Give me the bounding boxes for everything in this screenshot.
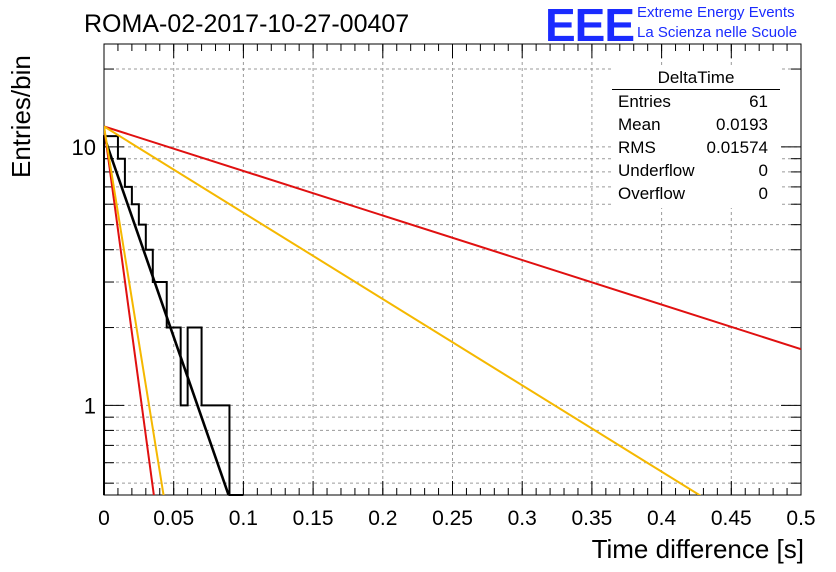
- x-tick-label: 0.2: [368, 507, 397, 530]
- x-axis-label: Time difference [s]: [591, 534, 804, 564]
- stats-row-rms: RMS 0.01574: [618, 138, 774, 160]
- eee-logo: EEE: [545, 0, 635, 51]
- x-tick-label: 0.35: [571, 507, 612, 530]
- series-line-0: [104, 135, 230, 495]
- stats-key: RMS: [618, 138, 656, 157]
- stats-row-entries: Entries 61: [618, 92, 774, 114]
- x-tick-label: 0.4: [647, 507, 677, 530]
- grid: [104, 44, 801, 495]
- y-tick-label: 10: [72, 135, 96, 160]
- stats-row-mean: Mean 0.0193: [618, 115, 774, 137]
- stats-value: 61: [749, 92, 768, 111]
- y-tick-label: 1: [84, 393, 96, 418]
- series-line-4: [104, 126, 165, 495]
- series-line-1: [104, 125, 801, 351]
- series-line-2: [104, 126, 155, 495]
- plot-title: ROMA-02-2017-10-27-00407: [84, 10, 410, 38]
- stats-value: 0: [758, 161, 768, 180]
- series-lines: [104, 125, 801, 495]
- stats-key: Entries: [618, 92, 671, 111]
- x-tick-label: 0.1: [229, 507, 258, 530]
- y-axis-label: Entries/bin: [6, 55, 36, 178]
- stats-row-overflow: Overflow 0: [618, 184, 774, 206]
- stats-value: 0: [758, 184, 768, 203]
- stats-value: 0.0193: [716, 115, 768, 134]
- stats-key: Underflow: [618, 161, 695, 180]
- stats-title: DeltaTime: [657, 68, 735, 87]
- stats-row-underflow: Underflow 0: [618, 161, 774, 183]
- histogram-outline: [103, 135, 244, 496]
- x-tick-label: 0.5: [786, 507, 815, 530]
- logo-line-2: La Scienza nelle Scuole: [637, 24, 798, 41]
- stats-key: Overflow: [618, 184, 686, 203]
- x-tick-label: 0.15: [293, 507, 334, 530]
- x-tick-label: 0.05: [153, 507, 194, 530]
- tick-labels: 0 0.05 0.1 0.15 0.2 0.25 0.3 0.35 0.4 0.45 0.5 1 10: [72, 135, 816, 530]
- stats-key: Mean: [618, 115, 661, 134]
- x-tick-label: 0: [98, 507, 110, 530]
- series-line-3: [104, 125, 702, 495]
- stats-divider: [612, 89, 780, 90]
- stats-box: DeltaTime Entries 61 Mean 0.0193 RMS 0.0…: [612, 66, 780, 208]
- histogram: [103, 135, 244, 496]
- x-tick-label: 0.25: [432, 507, 473, 530]
- x-tick-label: 0.3: [508, 507, 537, 530]
- x-tick-label: 0.45: [711, 507, 752, 530]
- stats-value: 0.01574: [706, 138, 768, 157]
- logo-line-1: Extreme Energy Events: [637, 4, 795, 21]
